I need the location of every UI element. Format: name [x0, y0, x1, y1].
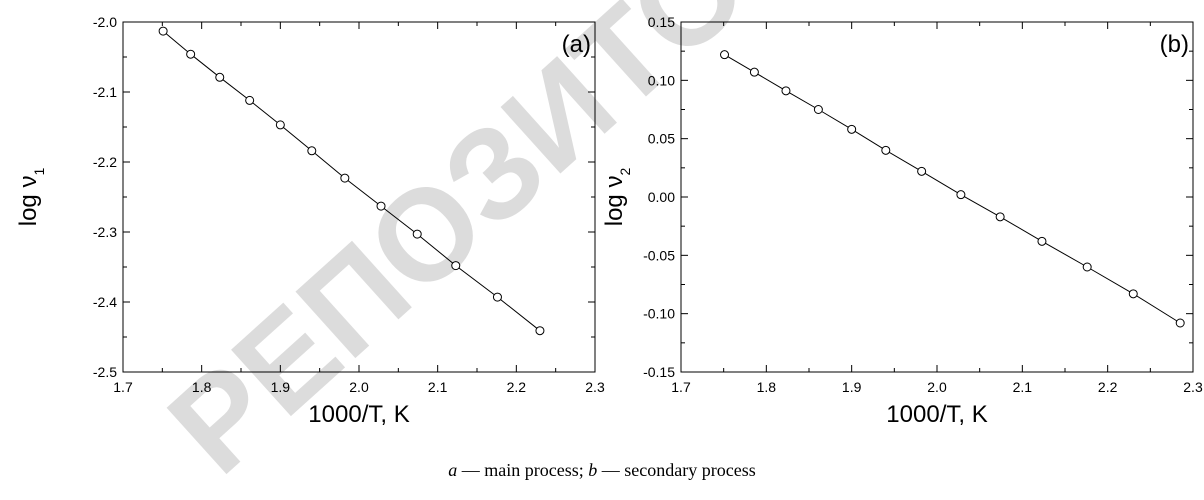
data-point: [956, 190, 966, 200]
data-point: [186, 49, 196, 59]
y-tick-label: -2.5: [93, 364, 117, 380]
y-axis-title-subscript: 1: [31, 168, 47, 176]
x-tick-label: 2.3: [1183, 379, 1203, 395]
plot-frame: [122, 21, 596, 373]
y-axis-title: log ν2: [601, 168, 633, 227]
charts-container: 1.7 1.8 1.9 2.0 2.1 2.2 2.3 -2.0 -2.1 -2.2 -2.3 -2.…: [15, 14, 1203, 428]
y-tick-label: 0.00: [648, 189, 675, 205]
data-point: [492, 292, 502, 302]
y-tick-label: -2.4: [93, 294, 117, 310]
x-tick-label: 1.9: [842, 379, 862, 395]
data-point: [813, 105, 823, 114]
x-axis-title: 1000/T, K: [308, 401, 409, 428]
chart-panel-b: 1.7 1.8 1.9 2.0 2.1 2.2 2.3 0.15 0.10 0.05 0.00 -0.…: [601, 14, 1203, 428]
data-point: [340, 173, 350, 183]
data-point: [451, 261, 461, 271]
data-point: [995, 212, 1005, 222]
data-point: [215, 72, 225, 82]
x-tick-label: 2.0: [349, 379, 369, 395]
data-point: [881, 145, 891, 155]
x-tick-label: 2.1: [1013, 379, 1033, 395]
data-point: [1037, 236, 1047, 246]
y-tick-label: -2.0: [93, 14, 117, 30]
x-tick-label: 2.2: [1098, 379, 1118, 395]
chart-panel-a: 1.7 1.8 1.9 2.0 2.1 2.2 2.3 -2.0 -2.1 -2.2 -2.3 -2.…: [15, 14, 605, 428]
caption-b-letter: b: [588, 460, 598, 480]
x-tick-label: 1.7: [671, 379, 691, 395]
data-point: [275, 120, 285, 130]
x-tick-label: 1.8: [757, 379, 777, 395]
y-tick-label: -0.15: [643, 364, 675, 380]
caption-a-text: — main process;: [457, 460, 589, 480]
y-axis-title: log ν1: [15, 168, 47, 227]
data-point: [535, 326, 545, 336]
data-point: [1175, 318, 1185, 328]
y-tick-label: -2.3: [93, 224, 117, 240]
data-point: [781, 86, 791, 96]
x-tick-label: 2.0: [927, 379, 947, 395]
x-tick-label: 1.8: [192, 379, 212, 395]
data-point: [245, 95, 255, 105]
panel-label: (a): [562, 31, 591, 58]
data-point: [720, 50, 730, 60]
caption-a-letter: a: [448, 460, 458, 480]
y-tick-label: -2.1: [93, 84, 117, 100]
data-point: [749, 67, 759, 77]
x-axis-title: 1000/T, K: [886, 401, 987, 428]
data-point: [307, 146, 317, 156]
y-tick-label: -2.2: [93, 154, 117, 170]
data-point: [917, 166, 927, 176]
panel-label: (b): [1160, 31, 1189, 58]
y-tick-label: 0.05: [648, 131, 675, 147]
series-line: [724, 54, 1181, 324]
x-tick-label: 1.7: [113, 379, 133, 395]
data-point: [412, 229, 422, 239]
x-tick-label: 2.3: [585, 379, 605, 395]
x-tick-label: 2.1: [428, 379, 448, 395]
x-tick-label: 1.9: [271, 379, 291, 395]
y-tick-label: 0.15: [648, 14, 675, 30]
data-point: [1082, 262, 1092, 272]
y-axis-title-subscript: 2: [617, 168, 633, 176]
series-line: [162, 30, 541, 332]
figure-caption: a — main process; b — secondary process: [0, 460, 1204, 481]
data-point: [376, 201, 386, 211]
data-point: [158, 26, 168, 36]
x-tick-label: 2.2: [507, 379, 527, 395]
y-tick-label: 0.10: [648, 72, 675, 88]
data-point: [847, 124, 857, 134]
y-tick-label: -0.05: [643, 247, 675, 263]
data-point: [1128, 289, 1138, 299]
caption-b-text: — secondary process: [597, 460, 756, 480]
y-tick-label: -0.10: [643, 306, 675, 322]
